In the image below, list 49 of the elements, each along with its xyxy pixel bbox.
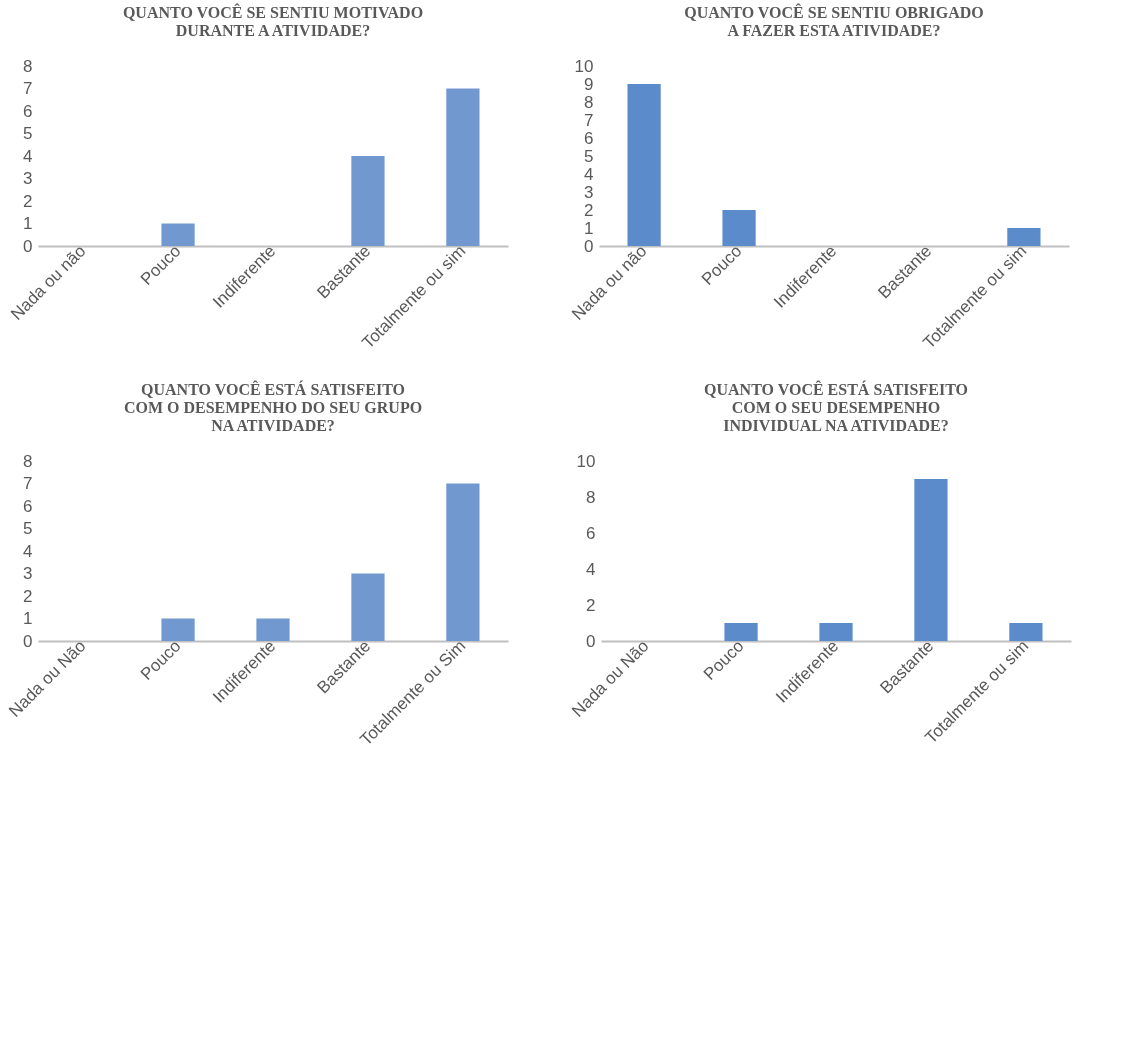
y-tick-label: 3 <box>23 564 33 583</box>
y-tick-label: 3 <box>584 182 594 202</box>
bar <box>161 618 195 641</box>
y-tick-label: 8 <box>584 92 594 112</box>
chart-title: QUANTO VOCÊ ESTÁ SATISFEITO COM O DESEMPENHO DO SEU GRUPO NA ATIVIDADE? <box>123 380 423 434</box>
chart-title: QUANTO VOCÊ ESTÁ SATISFEITO COM O SEU DESEMPENHO INDIVIDUAL NA ATIVIDADE? <box>704 380 968 434</box>
y-tick-label: 1 <box>23 609 33 628</box>
y-tick-label: 1 <box>23 214 33 233</box>
y-tick-label: 2 <box>23 191 33 211</box>
bar <box>446 483 480 641</box>
bar <box>446 88 480 246</box>
y-tick-label: 6 <box>586 523 596 543</box>
y-tick-label: 3 <box>23 169 33 188</box>
bar <box>161 223 195 246</box>
y-tick-label: 4 <box>23 146 33 166</box>
y-tick-label: 2 <box>586 595 596 615</box>
y-tick-label: 8 <box>23 56 33 76</box>
y-tick-label: 2 <box>23 586 33 606</box>
y-tick-label: 7 <box>23 79 33 98</box>
bar <box>627 84 661 246</box>
y-tick-label: 5 <box>23 519 33 538</box>
y-tick-label: 5 <box>584 146 594 166</box>
y-tick-label: 0 <box>23 236 33 256</box>
y-tick-label: 8 <box>23 451 33 471</box>
y-tick-label: 4 <box>23 541 33 561</box>
y-tick-label: 2 <box>584 200 594 220</box>
y-tick-label: 10 <box>576 451 596 471</box>
y-tick-label: 1 <box>584 218 594 238</box>
y-tick-label: 0 <box>586 631 596 651</box>
y-tick-label: 0 <box>23 631 33 651</box>
y-tick-label: 7 <box>584 110 594 130</box>
bar <box>351 156 385 246</box>
bar <box>351 573 385 641</box>
y-tick-label: 6 <box>584 128 594 148</box>
y-tick-label: 0 <box>584 236 594 256</box>
y-tick-label: 9 <box>584 74 594 94</box>
bar <box>722 210 756 246</box>
y-tick-label: 4 <box>586 559 596 579</box>
y-tick-label: 8 <box>586 487 596 507</box>
y-tick-label: 5 <box>23 124 33 143</box>
chart-title: QUANTO VOCÊ SE SENTIU OBRIGADO A FAZER ESTA ATIVIDADE? <box>684 3 984 39</box>
y-tick-label: 6 <box>23 496 33 516</box>
chart-title: QUANTO VOCÊ SE SENTIU MOTIVADO DURANTE A ATIVIDADE? <box>122 3 424 39</box>
bar <box>1007 228 1041 246</box>
y-tick-label: 7 <box>23 474 33 493</box>
y-tick-label: 6 <box>23 101 33 121</box>
y-tick-label: 10 <box>574 56 594 76</box>
bar <box>256 618 290 641</box>
y-tick-label: 4 <box>584 164 594 184</box>
